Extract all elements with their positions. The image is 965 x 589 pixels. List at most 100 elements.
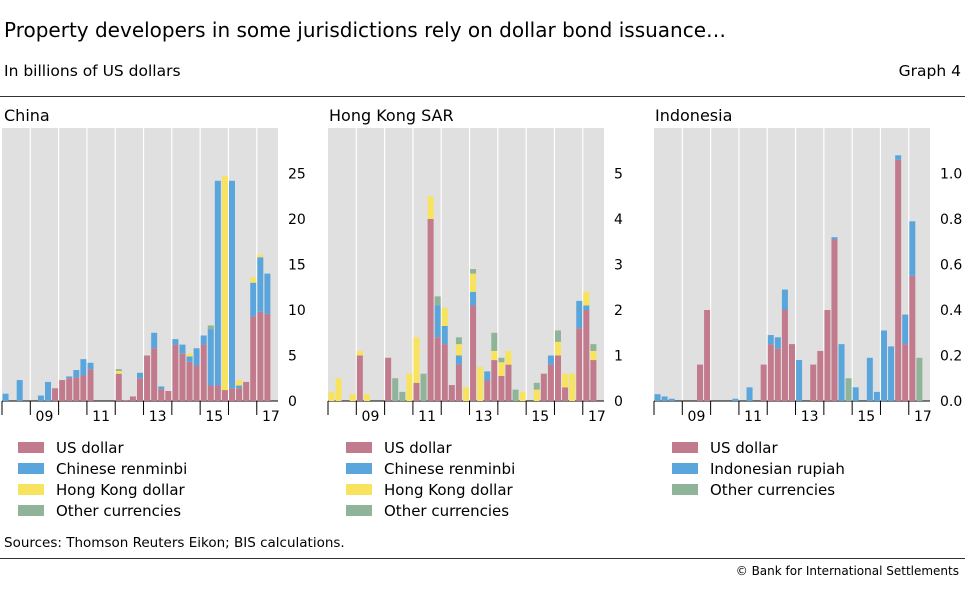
bar-hong-kong-dollar (427, 196, 434, 219)
legend-label: US dollar (384, 438, 452, 457)
legend-swatch (672, 463, 698, 474)
bar-hong-kong-dollar (583, 291, 590, 306)
bar-indonesian-rupiah (866, 357, 873, 401)
legend-label: Other currencies (710, 480, 836, 499)
bar-hong-kong-dollar (505, 350, 512, 365)
bar-us-dollar (817, 350, 824, 401)
y-tick-label: 0.0 (940, 394, 962, 410)
bar-other-currencies (555, 330, 561, 342)
top-rule (0, 96, 965, 97)
legend-indonesia: US dollar Indonesian rupiah Other currenci… (672, 437, 845, 500)
bar-us-dollar (902, 344, 909, 401)
bar-us-dollar (824, 310, 831, 401)
bar-us-dollar (264, 313, 271, 401)
bar-chinese-renminbi (193, 348, 200, 366)
bar-hong-kong-dollar (221, 176, 228, 391)
bar-hong-kong-dollar (533, 389, 540, 401)
bar-other-currencies (470, 269, 477, 274)
legend-item-us-dollar: US dollar (346, 437, 515, 458)
y-tick-label: 15 (288, 258, 306, 274)
bar-chinese-renminbi (2, 393, 9, 401)
bar-indonesian-rupiah (661, 396, 668, 401)
bar-hong-kong-dollar (335, 378, 342, 401)
bar-other-currencies (115, 369, 122, 371)
bar-us-dollar (186, 361, 193, 401)
bar-us-dollar (158, 389, 165, 401)
bar-us-dollar (590, 360, 597, 401)
bar-hong-kong-dollar (250, 277, 257, 283)
sources-note: Sources: Thomson Reuters Eikon; BIS calc… (4, 535, 345, 551)
bar-us-dollar (59, 380, 66, 401)
bar-indonesian-rupiah (873, 391, 880, 401)
bar-us-dollar (66, 378, 73, 401)
legend-item-us-dollar: US dollar (672, 437, 845, 458)
bar-us-dollar (151, 348, 158, 401)
bar-chinese-renminbi (257, 257, 264, 312)
bar-us-dollar (789, 344, 795, 401)
bar-hong-kong-dollar (413, 337, 420, 383)
x-tick-label: 13 (149, 409, 167, 425)
bar-chinese-renminbi (172, 339, 179, 345)
bar-hong-kong-dollar (406, 373, 413, 401)
bar-indonesian-rupiah (902, 314, 909, 345)
bar-us-dollar (441, 344, 448, 401)
bar-us-dollar (73, 377, 80, 401)
bar-us-dollar (243, 381, 250, 401)
bar-chinese-renminbi (16, 380, 23, 401)
bar-indonesian-rupiah (781, 289, 788, 310)
bar-hong-kong-dollar (257, 254, 264, 258)
bar-hong-kong-dollar (555, 341, 561, 356)
bar-chinese-renminbi (434, 305, 441, 338)
bar-us-dollar (767, 344, 774, 401)
bar-us-dollar (137, 378, 143, 401)
bar-us-dollar (831, 239, 838, 401)
bar-other-currencies (420, 373, 427, 401)
bar-chinese-renminbi (45, 381, 51, 401)
bar-chinese-renminbi (229, 180, 235, 389)
x-tick-label: 11 (92, 409, 110, 425)
bar-hong-kong-dollar (186, 353, 193, 357)
bar-hong-kong-dollar (470, 273, 477, 292)
bar-hong-kong-dollar (491, 350, 498, 361)
bar-chinese-renminbi (87, 362, 94, 370)
bar-chinese-renminbi (214, 180, 221, 386)
bar-chinese-renminbi (250, 282, 257, 317)
y-tick-label: 0.2 (940, 349, 962, 365)
bar-chinese-renminbi (583, 305, 590, 310)
legend-swatch (18, 463, 44, 474)
bar-chinese-renminbi (200, 335, 207, 345)
bar-us-dollar (505, 364, 512, 401)
legend-label: Hong Kong dollar (384, 480, 513, 499)
bar-us-dollar (484, 380, 491, 401)
bar-us-dollar (576, 328, 583, 401)
bar-indonesian-rupiah (668, 398, 675, 401)
bar-indonesian-rupiah (909, 221, 916, 276)
bar-us-dollar (122, 400, 129, 401)
bar-indonesian-rupiah (654, 394, 661, 401)
y-tick-label: 25 (288, 167, 306, 183)
x-tick-label: 13 (801, 409, 819, 425)
bar-us-dollar (760, 364, 767, 401)
legend-item-other-currencies: Other currencies (346, 500, 515, 521)
bar-indonesian-rupiah (888, 346, 895, 401)
x-tick-label: 09 (688, 409, 706, 425)
bar-chinese-renminbi (236, 385, 243, 389)
bar-other-currencies (916, 357, 923, 401)
bar-us-dollar (115, 373, 122, 401)
legend-item-hong-kong-dollar: Hong Kong dollar (18, 479, 187, 500)
bar-chinese-renminbi (158, 386, 165, 390)
legend-item-chinese-renminbi: Chinese renminbi (346, 458, 515, 479)
legend-swatch (672, 484, 698, 495)
bar-us-dollar (448, 385, 455, 401)
bar-other-currencies (392, 378, 399, 401)
plot-background (328, 128, 604, 401)
bar-us-dollar (165, 390, 172, 401)
bar-chinese-renminbi (264, 273, 271, 314)
legend-swatch (18, 442, 44, 453)
x-tick-label: 15 (531, 409, 549, 425)
legend-label: Chinese renminbi (56, 459, 188, 478)
legend-swatch (18, 505, 44, 516)
bar-hong-kong-dollar (115, 370, 122, 374)
graph-label: Graph 4 (898, 62, 961, 80)
legend-item-other-currencies: Other currencies (18, 500, 187, 521)
